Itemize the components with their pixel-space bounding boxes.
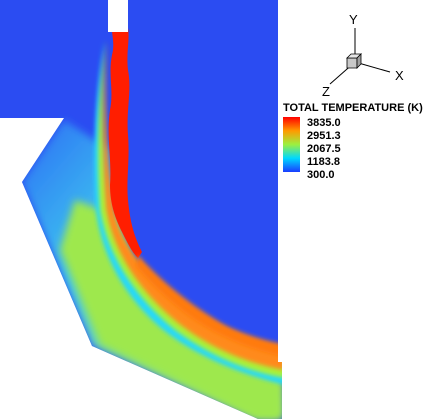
legend-colorbar — [283, 117, 300, 172]
y-axis-label: Y — [349, 12, 358, 27]
legend-label-max: 3835.0 — [307, 117, 341, 129]
axis-triad: Y X Z — [322, 12, 404, 99]
temperature-field — [22, 17, 282, 419]
domain-shape — [0, 0, 108, 118]
jet-warm-band — [98, 40, 282, 378]
warm-fan-region — [22, 120, 282, 419]
x-axis-label: X — [395, 68, 404, 83]
legend-label-4: 1183.8 — [307, 156, 340, 168]
legend-label-3: 2067.5 — [307, 143, 341, 155]
legend-label-min: 300.0 — [307, 169, 335, 181]
jet-core — [108, 17, 142, 259]
orientation-cube-icon — [346, 53, 362, 69]
jet-tail — [136, 255, 282, 356]
jet-cool-edge — [94, 40, 282, 385]
jet-hot-band — [103, 42, 282, 370]
legend-label-2: 2951.3 — [307, 130, 341, 142]
z-axis-label: Z — [322, 84, 330, 99]
legend-title: TOTAL TEMPERATURE (K) — [283, 102, 423, 114]
legend: TOTAL TEMPERATURE (K) 3835.0 2951.3 2067… — [283, 102, 423, 181]
